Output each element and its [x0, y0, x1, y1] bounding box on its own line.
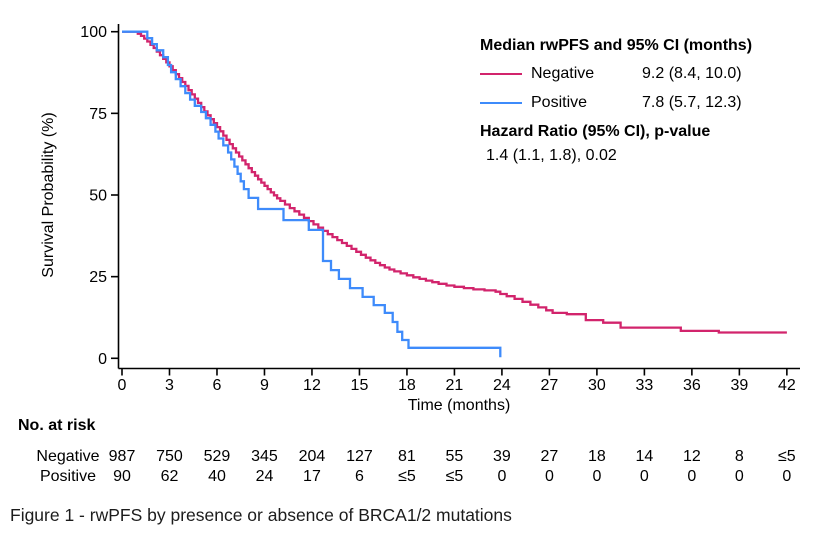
legend-value-negative: 9.2 (8.4, 10.0)	[642, 65, 742, 82]
risk-count: 12	[683, 448, 701, 465]
figure-caption: Figure 1 - rwPFS by presence or absence …	[10, 505, 512, 525]
risk-count: 204	[299, 448, 326, 465]
y-tick-label: 75	[89, 106, 107, 123]
risk-count: 90	[113, 468, 131, 485]
risk-count: 345	[251, 448, 278, 465]
x-tick-label: 6	[213, 377, 222, 394]
y-tick-label: 100	[80, 24, 107, 41]
risk-count: 750	[156, 448, 183, 465]
x-tick-label: 30	[588, 377, 606, 394]
risk-count: ≤5	[778, 448, 796, 465]
risk-count: 0	[592, 468, 601, 485]
x-tick-label: 27	[541, 377, 559, 394]
risk-count: ≤5	[446, 468, 464, 485]
risk-count: 55	[446, 448, 464, 465]
risk-count: 62	[161, 468, 179, 485]
x-tick-label: 3	[165, 377, 174, 394]
risk-count: 18	[588, 448, 606, 465]
risk-count: 8	[735, 448, 744, 465]
risk-count: 0	[782, 468, 791, 485]
risk-count: 0	[640, 468, 649, 485]
risk-count: 0	[545, 468, 554, 485]
risk-count: 0	[735, 468, 744, 485]
x-tick-label: 12	[303, 377, 321, 394]
x-tick-label: 36	[683, 377, 701, 394]
x-tick-label: 18	[398, 377, 416, 394]
x-tick-label: 15	[351, 377, 369, 394]
risk-count: 40	[208, 468, 226, 485]
plot-legend: Median rwPFS and 95% CI (months) Negativ…	[480, 36, 810, 165]
legend-value-positive: 7.8 (5.7, 12.3)	[642, 94, 742, 111]
positive-line-swatch	[480, 101, 522, 105]
risk-count: ≤5	[398, 468, 416, 485]
legend-label-positive: Positive	[531, 94, 588, 111]
risk-count: 0	[687, 468, 696, 485]
risk-row-label-positive: Positive	[40, 468, 96, 485]
x-tick-label: 0	[118, 377, 127, 394]
risk-count: 24	[256, 468, 274, 485]
hazard-ratio-value: 1.4 (1.1, 1.8), 0.02	[486, 147, 617, 164]
x-tick-label: 33	[635, 377, 653, 394]
legend-label-negative: Negative	[531, 65, 595, 82]
x-axis-title: Time (months)	[408, 397, 511, 414]
risk-count: 6	[355, 468, 364, 485]
risk-count: 529	[204, 448, 231, 465]
y-axis-title: Survival Probability (%)	[40, 112, 57, 277]
risk-table-title: No. at risk	[18, 417, 95, 434]
risk-count: 17	[303, 468, 321, 485]
y-tick-label: 0	[98, 351, 107, 368]
risk-count: 39	[493, 448, 511, 465]
risk-count: 0	[497, 468, 506, 485]
x-tick-label: 42	[778, 377, 796, 394]
negative-line-swatch	[480, 72, 522, 76]
risk-row-label-negative: Negative	[36, 448, 99, 465]
x-tick-label: 21	[446, 377, 464, 394]
x-tick-label: 9	[260, 377, 269, 394]
legend-title: Median rwPFS and 95% CI (months)	[480, 37, 753, 54]
x-tick-label: 24	[493, 377, 511, 394]
hazard-ratio-title: Hazard Ratio (95% CI), p-value	[480, 123, 711, 140]
risk-count: 14	[635, 448, 653, 465]
km-curve-positive	[122, 30, 502, 358]
risk-count: 127	[346, 448, 373, 465]
risk-count: 81	[398, 448, 416, 465]
legend-row-negative: Negative 9.2 (8.4, 10.0)	[480, 64, 810, 84]
x-tick-label: 39	[730, 377, 748, 394]
legend-row-positive: Positive 7.8 (5.7, 12.3)	[480, 93, 810, 113]
risk-count: 987	[109, 448, 136, 465]
y-tick-label: 25	[89, 269, 107, 286]
risk-count: 27	[541, 448, 559, 465]
y-tick-label: 50	[89, 188, 107, 205]
km-curve-negative	[122, 30, 787, 334]
